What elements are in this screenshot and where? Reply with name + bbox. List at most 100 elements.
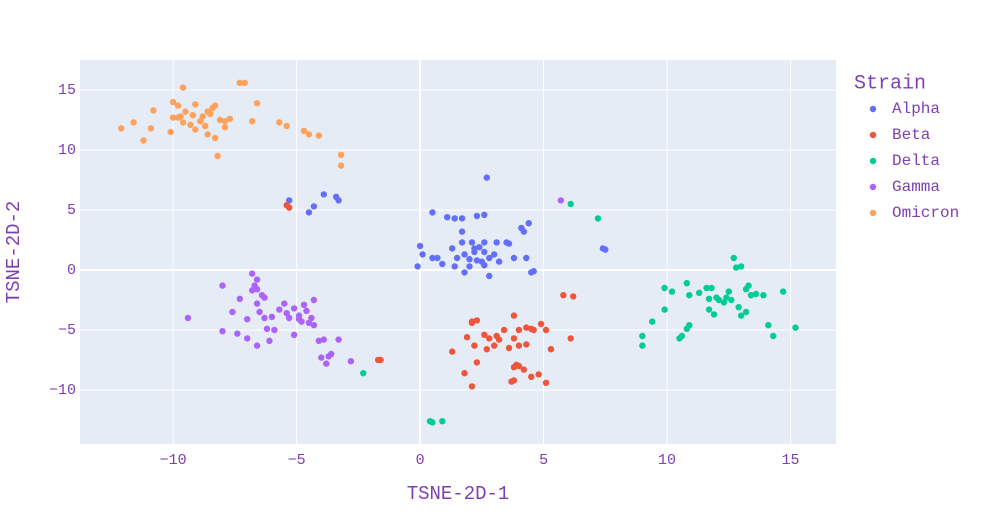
x-tick-label: 0 bbox=[416, 452, 425, 469]
scatter-point bbox=[458, 228, 466, 235]
scatter-point bbox=[468, 239, 476, 246]
scatter-point bbox=[493, 239, 500, 246]
scatter-point bbox=[510, 312, 518, 319]
scatter-point bbox=[248, 270, 256, 277]
scatter-point bbox=[323, 360, 330, 367]
scatter-point bbox=[765, 322, 772, 329]
scatter-point bbox=[649, 318, 656, 325]
scatter-point bbox=[703, 284, 710, 292]
scatter-point bbox=[118, 125, 125, 132]
scatter-point bbox=[523, 341, 530, 348]
scatter-point bbox=[725, 288, 733, 295]
scatter-point bbox=[206, 110, 214, 118]
scatter-point bbox=[290, 331, 298, 338]
scatter-point bbox=[221, 118, 229, 125]
scatter-point bbox=[695, 289, 703, 296]
scatter-point bbox=[468, 383, 476, 390]
scatter-point bbox=[730, 254, 737, 262]
scatter-point bbox=[770, 332, 777, 340]
scatter-point bbox=[567, 200, 574, 208]
scatter-point bbox=[184, 314, 192, 322]
x-tick-label: −10 bbox=[160, 452, 187, 469]
scatter-point bbox=[305, 131, 313, 138]
scatter-point bbox=[686, 292, 693, 299]
scatter-point bbox=[483, 174, 490, 181]
legend-label[interactable]: Omicron bbox=[892, 204, 959, 222]
legend-label[interactable]: Delta bbox=[892, 152, 940, 170]
legend-label[interactable]: Alpha bbox=[892, 100, 940, 118]
scatter-point bbox=[283, 122, 290, 130]
scatter-point bbox=[520, 228, 528, 235]
scatter-point bbox=[271, 326, 278, 334]
scatter-point bbox=[315, 132, 323, 139]
x-tick-label: 15 bbox=[782, 452, 800, 469]
scatter-point bbox=[189, 112, 197, 119]
y-axis-title: TSNE-2D-2 bbox=[3, 201, 25, 304]
scatter-point bbox=[473, 212, 481, 220]
scatter-point bbox=[523, 324, 530, 331]
legend-label[interactable]: Beta bbox=[892, 126, 931, 144]
scatter-point bbox=[481, 239, 488, 246]
scatter-point bbox=[458, 239, 466, 246]
scatter-point bbox=[315, 337, 323, 344]
scatter-point bbox=[204, 131, 211, 138]
scatter-point bbox=[167, 128, 174, 136]
scatter-point bbox=[244, 316, 251, 323]
scatter-point bbox=[347, 358, 355, 365]
scatter-point bbox=[710, 311, 718, 318]
scatter-point bbox=[594, 215, 602, 222]
scatter-point bbox=[234, 330, 241, 337]
scatter-point bbox=[253, 286, 261, 293]
scatter-point bbox=[639, 342, 646, 349]
scatter-point bbox=[495, 258, 503, 265]
scatter-point bbox=[305, 319, 313, 326]
scatter-point bbox=[300, 127, 308, 134]
scatter-point bbox=[327, 350, 335, 358]
scatter-point bbox=[177, 113, 184, 120]
scatter-point bbox=[236, 79, 243, 87]
scatter-point bbox=[471, 342, 478, 349]
x-tick-label: 5 bbox=[539, 452, 548, 469]
scatter-point bbox=[182, 108, 189, 115]
scatter-point bbox=[335, 197, 342, 204]
scatter-point bbox=[542, 326, 550, 334]
y-tick-label: −10 bbox=[49, 382, 76, 399]
scatter-point bbox=[261, 294, 268, 301]
scatter-point bbox=[747, 292, 755, 299]
scatter-point bbox=[458, 215, 466, 222]
scatter-point bbox=[461, 251, 468, 258]
scatter-point bbox=[737, 312, 745, 319]
scatter-point bbox=[276, 119, 283, 126]
legend-title: Strain bbox=[854, 72, 926, 95]
scatter-point bbox=[226, 115, 234, 123]
scatter-point bbox=[668, 288, 676, 295]
scatter-point bbox=[792, 324, 799, 331]
scatter-point bbox=[211, 134, 219, 142]
scatter-point bbox=[481, 262, 488, 269]
scatter-point bbox=[318, 354, 325, 361]
scatter-point bbox=[130, 119, 137, 126]
scatter-point bbox=[416, 242, 424, 250]
scatter-point bbox=[448, 348, 456, 355]
scatter-point bbox=[486, 335, 493, 342]
scatter-point bbox=[523, 254, 530, 262]
scatter-point bbox=[661, 284, 668, 292]
scatter-point bbox=[742, 308, 750, 316]
scatter-point bbox=[451, 215, 458, 222]
scatter-point bbox=[192, 101, 199, 108]
scatter-point bbox=[253, 300, 261, 307]
legend-label[interactable]: Gamma bbox=[892, 178, 940, 196]
scatter-point bbox=[169, 98, 177, 106]
scatter-point bbox=[253, 342, 261, 349]
scatter-point bbox=[760, 292, 767, 299]
legend-marker bbox=[869, 105, 877, 113]
scatter-point bbox=[335, 336, 342, 343]
scatter-point bbox=[505, 344, 513, 352]
scatter-point bbox=[263, 325, 271, 332]
scatter-point bbox=[683, 280, 691, 287]
scatter-point bbox=[179, 119, 187, 126]
scatter-point bbox=[290, 305, 298, 312]
scatter-point bbox=[140, 137, 147, 144]
scatter-point bbox=[483, 346, 490, 353]
